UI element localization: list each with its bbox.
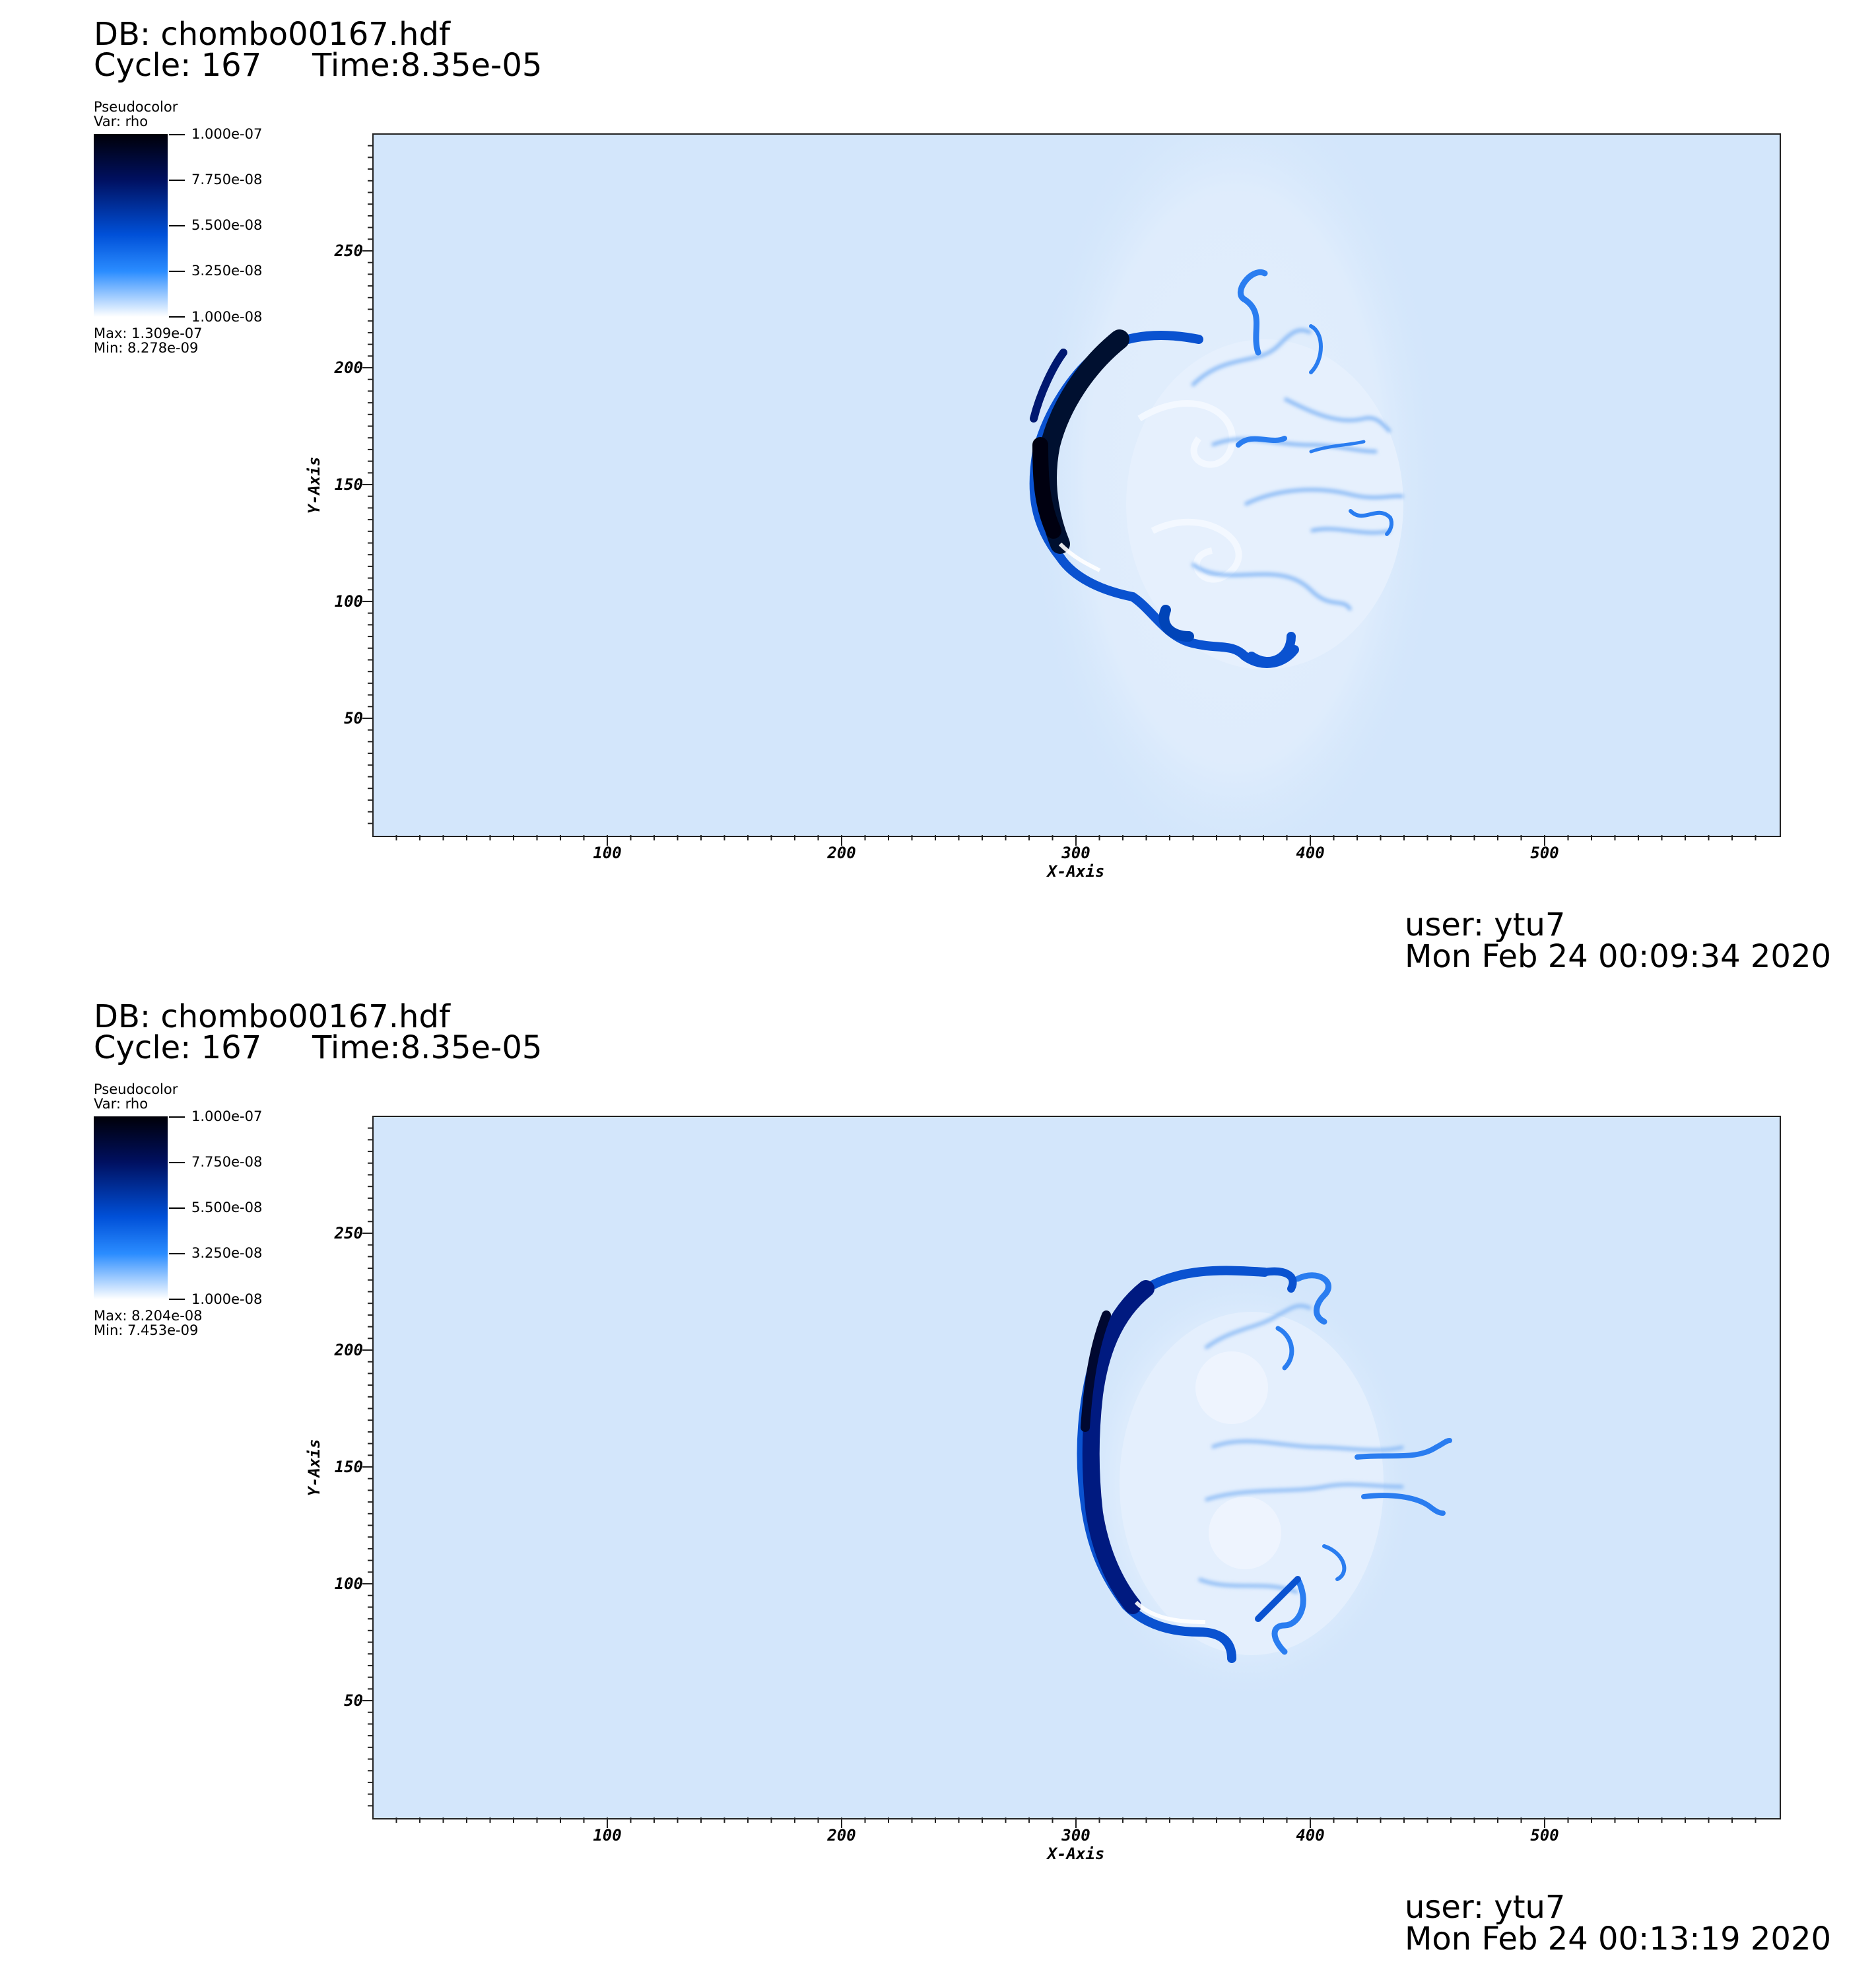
colorbar-tick-label: 5.500e-08 [191, 217, 263, 233]
colorbar-tick [169, 180, 185, 181]
colorbar-tick [169, 1162, 185, 1163]
y-tick-label: 150 [334, 1458, 363, 1476]
x-axis-label: X-Axis [1047, 1845, 1105, 1863]
y-tick-label: 200 [334, 358, 363, 377]
legend-max: Max: 8.204e-08 [94, 1308, 203, 1324]
colorbar-tick [169, 134, 185, 135]
y-tick-label: 50 [344, 1691, 363, 1710]
x-tick-label: 500 [1530, 844, 1559, 862]
visit-panel-2: DB: chombo00167.hdf Cycle: 167 Time:8.35… [0, 982, 1876, 1965]
y-tick-label: 250 [334, 1224, 363, 1242]
date-label: Mon Feb 24 00:09:34 2020 [1405, 938, 1832, 975]
legend-min: Min: 7.453e-09 [94, 1322, 199, 1338]
legend-title: Pseudocolor [94, 1081, 178, 1097]
y-tick-label: 200 [334, 1341, 363, 1359]
x-tick-label: 200 [827, 1826, 856, 1845]
visit-panel-1: DB: chombo00167.hdf Cycle: 167 Time:8.35… [0, 0, 1876, 982]
x-tick-label: 100 [593, 1826, 622, 1845]
colorbar-tick [169, 271, 185, 272]
time-label: Time:8.35e-05 [312, 1029, 543, 1066]
pseudocolor-plot [372, 133, 1781, 837]
x-tick-label: 500 [1530, 1826, 1559, 1845]
axis-ticks [362, 1127, 1757, 1828]
db-title: DB: chombo00167.hdf [94, 16, 450, 53]
colorbar-tick [169, 1207, 185, 1209]
y-tick-label: 100 [334, 592, 363, 611]
colorbar-tick-label: 1.000e-07 [191, 126, 263, 142]
colorbar-tick [169, 1299, 185, 1300]
x-tick-label: 200 [827, 844, 856, 862]
x-tick-label: 300 [1061, 1826, 1090, 1845]
axis-ticks [362, 145, 1757, 846]
y-axis-label: Y-Axis [305, 456, 323, 514]
legend-max: Max: 1.309e-07 [94, 325, 203, 341]
x-tick-label: 100 [593, 844, 622, 862]
colorbar-tick-label: 5.500e-08 [191, 1200, 263, 1215]
colorbar-tick-label: 7.750e-08 [191, 172, 263, 187]
time-label: Time:8.35e-05 [312, 47, 543, 84]
y-tick-label: 250 [334, 242, 363, 260]
colorbar-tick [169, 225, 185, 226]
x-tick-label: 300 [1061, 844, 1090, 862]
db-title: DB: chombo00167.hdf [94, 998, 450, 1035]
colorbar-tick [169, 1116, 185, 1118]
pseudocolor-plot [372, 1116, 1781, 1819]
legend-title: Pseudocolor [94, 99, 178, 115]
y-tick-label: 50 [344, 709, 363, 728]
density-field [374, 1117, 1780, 1818]
y-tick-label: 100 [334, 1575, 363, 1593]
x-tick-label: 400 [1296, 1826, 1325, 1845]
colorbar-tick [169, 1253, 185, 1254]
colorbar [94, 134, 168, 317]
colorbar-tick-label: 3.250e-08 [191, 263, 263, 279]
cycle-label: Cycle: 167 [94, 1029, 262, 1066]
x-axis-label: X-Axis [1047, 862, 1105, 881]
x-tick-label: 400 [1296, 844, 1325, 862]
legend-min: Min: 8.278e-09 [94, 340, 199, 356]
legend-var: Var: rho [94, 114, 149, 129]
colorbar-tick-label: 7.750e-08 [191, 1154, 263, 1170]
colorbar-tick [169, 316, 185, 318]
colorbar-tick-label: 3.250e-08 [191, 1245, 263, 1261]
density-field [374, 135, 1780, 836]
colorbar [94, 1116, 168, 1299]
y-tick-label: 150 [334, 475, 363, 494]
colorbar-tick-label: 1.000e-07 [191, 1108, 263, 1124]
user-label: user: ytu7 [1405, 906, 1566, 943]
cycle-label: Cycle: 167 [94, 47, 262, 84]
y-axis-label: Y-Axis [305, 1439, 323, 1497]
date-label: Mon Feb 24 00:13:19 2020 [1405, 1920, 1832, 1957]
colorbar-tick-label: 1.000e-08 [191, 309, 263, 325]
colorbar-tick-label: 1.000e-08 [191, 1291, 263, 1307]
legend-var: Var: rho [94, 1096, 149, 1112]
user-label: user: ytu7 [1405, 1889, 1566, 1926]
